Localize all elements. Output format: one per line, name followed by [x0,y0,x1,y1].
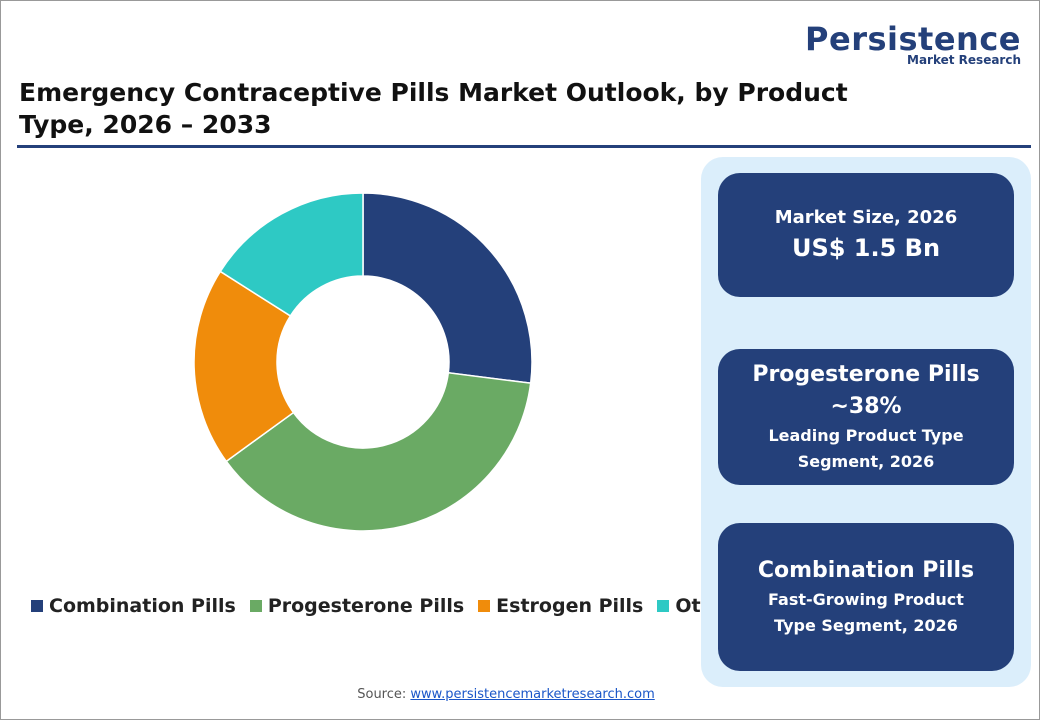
chart [193,192,533,532]
legend-item: Estrogen Pills [478,595,643,617]
legend-swatch [249,600,262,612]
panel-text: Combination Pills [757,558,975,583]
donut-segment [362,192,533,385]
legend-label: Estrogen Pills [496,595,644,617]
legend-swatch [657,600,670,612]
divider [17,145,1031,148]
legend-label: Combination Pills [49,595,236,617]
chart-title: Emergency Contraceptive Pills Market Out… [19,78,848,139]
panel-text: US$ 1.5 Bn [791,234,941,262]
panel: Progesterone Pills ~38% Leading Product … [718,349,1014,485]
panel: Market Size, 2026 US$ 1.5 Bn [718,173,1014,297]
legend: Combination Pills Progesterone Pills Estro… [31,595,736,617]
source: Source: www.persistencemarketresearch.co… [1,687,1011,702]
panel-text: Leading Product Type Segment, 2026 [768,426,964,471]
legend-label: Progesterone Pills [267,595,465,617]
logo-sub: Market Research [907,53,1021,67]
source-link[interactable]: www.persistencemarketresearch.com [410,687,655,702]
side-panel: Market Size, 2026 US$ 1.5 Bn Progesteron… [701,157,1031,687]
legend-swatch [478,600,491,612]
donut-segment [225,371,532,532]
panel-text: ~38% [830,394,902,419]
legend-item: Progesterone Pills [249,595,465,617]
logo: Persistence Market Research [805,23,1021,67]
chart-title-wrap: Emergency Contraceptive Pills Market Out… [19,77,919,141]
panel-text: Progesterone Pills [752,362,980,387]
logo-name: Persistence [805,20,1021,58]
source-label: Source: [357,687,407,702]
legend-swatch [31,600,43,612]
panel-text: Market Size, 2026 [774,207,958,228]
donut-segment [193,270,295,463]
panel-text: Fast-Growing Product Type Segment, 2026 [768,590,964,635]
donut-segment [219,192,364,317]
legend-item: Combination Pills [31,595,236,617]
panel: Combination Pills Fast-Growing Product T… [718,523,1014,671]
